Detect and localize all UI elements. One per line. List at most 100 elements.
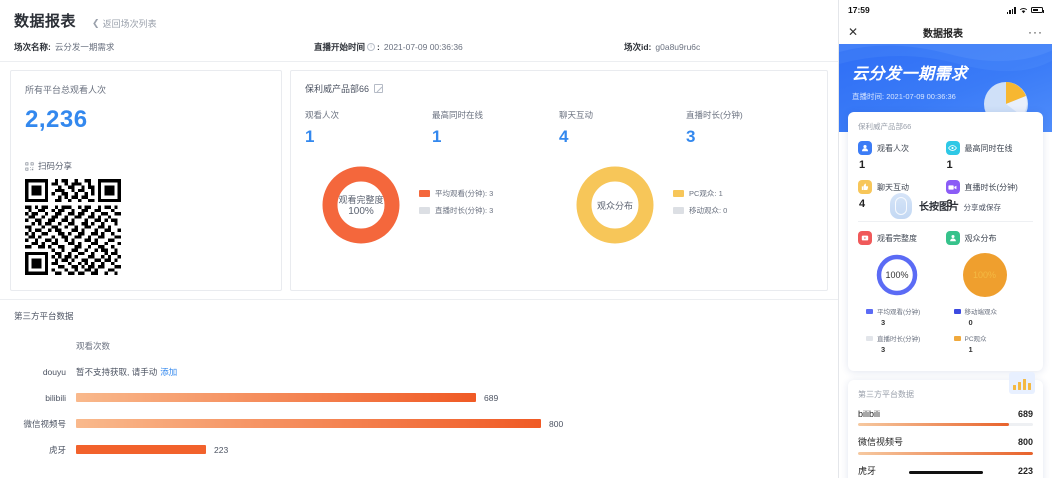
platform-bar	[76, 393, 476, 402]
third-party-section: 第三方平台数据 观看次数 douyu 暂不支持获取, 请手动 添加 bilibil…	[0, 299, 838, 456]
mobile-stat-views-value: 1	[859, 159, 866, 171]
status-time: 17:59	[848, 5, 870, 15]
back-link-label: 返回场次列表	[102, 19, 157, 29]
audience-donut-title: 观众分布	[596, 200, 633, 211]
mobile-completion-pct: 100%	[885, 270, 909, 280]
meta-start-time-label: 直播开始时间	[314, 42, 366, 52]
completion-donut-block: 观看完整度 100% 平均观看(分钟): 3 直播时长(分钟):	[305, 163, 559, 247]
edit-icon[interactable]	[374, 84, 384, 93]
platform-detail-card: 保利威产品部66 观看人次 1 最高同时在线 1 聊天互动 4	[290, 70, 828, 291]
platform-value: 689	[484, 392, 499, 403]
platform-bar-track	[858, 423, 1033, 426]
legend-value: 3	[881, 345, 886, 354]
divider	[858, 221, 1033, 222]
mobile-audience-legend: 移动端观众 0 PC观众 1	[953, 306, 998, 360]
meta-start-time: 直播开始时间 i : 2021-07-09 00:36:36	[314, 41, 624, 53]
hint-line-1: 长按图片	[919, 202, 960, 213]
platform-name: bilibili	[45, 392, 66, 403]
legend-swatch	[953, 335, 961, 341]
legend-label: 平均观看(分钟): 3	[435, 189, 494, 198]
meta-colon: :	[377, 42, 380, 52]
legend-swatch	[953, 308, 961, 314]
legend-value: 0	[968, 318, 973, 327]
stat-views-label: 观看人次	[305, 110, 340, 120]
list-item: 微信视频号 800	[858, 435, 1033, 455]
wifi-icon	[1019, 7, 1028, 13]
legend-item: PC观众: 1	[673, 188, 727, 199]
desktop-report-panel: 数据报表 ❮ 返回场次列表 场次名称: 云分发一期需求 直播开始时间 i : 2…	[0, 0, 838, 478]
qr-code-image	[25, 179, 121, 275]
legend-label: 平均观看(分钟)	[877, 309, 921, 316]
add-link[interactable]: 添加	[160, 366, 178, 377]
legend-item: 直播时长(分钟)	[866, 333, 920, 343]
platform-bar-wrap: 800	[76, 419, 563, 429]
platform-bar-wrap: 689	[76, 393, 498, 403]
platform-value: 223	[214, 444, 229, 455]
mobile-nav-title: 数据报表	[923, 28, 964, 40]
table-row: 微信视频号 800	[14, 417, 824, 430]
legend-item: 直播时长(分钟): 3	[419, 205, 493, 216]
audience-legend: PC观众: 1 移动观众: 0	[673, 188, 727, 222]
completion-legend: 平均观看(分钟): 3 直播时长(分钟): 3	[419, 188, 493, 222]
legend-label: 直播时长(分钟)	[877, 336, 921, 343]
third-party-col-header: 观看次数	[14, 340, 824, 352]
scan-share-row: 扫码分享	[25, 160, 267, 172]
legend-swatch	[673, 207, 684, 214]
status-indicators	[1006, 6, 1044, 14]
total-viewers-value: 2,236	[25, 106, 88, 133]
mobile-stat-chat: 聊天互动 4	[858, 180, 946, 210]
chevron-left-icon: ❮	[92, 18, 100, 28]
legend-swatch	[866, 335, 873, 341]
legend-label: 移动端观众	[964, 309, 998, 316]
meta-session-name-value: 云分发一期需求	[54, 42, 115, 52]
completion-donut-center: 观看完整度 100%	[319, 163, 403, 247]
legend-value: 3	[881, 318, 886, 327]
mobile-audience-block: 观众分布 100% 移动端观众 0	[945, 231, 1034, 360]
mobile-stat-duration: 直播时长(分钟) 3	[945, 180, 1034, 210]
eye-icon	[945, 141, 960, 155]
mobile-stat-peak-online: 最高同时在线 1	[945, 141, 1034, 171]
meta-session-id: 场次id: g0a8u9ru6c	[624, 41, 824, 53]
mobile-stat-duration-value: 3	[946, 198, 953, 210]
mobile-nav-bar: ✕ 数据报表 ···	[839, 20, 1052, 44]
platform-name: bilibili	[858, 409, 881, 419]
meta-session-name-label: 场次名称:	[14, 42, 51, 52]
page-header: 数据报表 ❮ 返回场次列表	[0, 0, 838, 37]
stat-views: 观看人次 1	[305, 109, 432, 147]
stat-peak-online-label: 最高同时在线	[432, 110, 484, 120]
hint-line-2: 分享或保存	[963, 203, 1001, 212]
legend-item: 移动端观众	[953, 306, 998, 316]
legend-label: PC观众: 1	[689, 189, 723, 198]
platform-value: 800	[1017, 437, 1033, 447]
more-options-icon[interactable]: ···	[1028, 25, 1043, 39]
mobile-audience-title: 观众分布	[964, 233, 997, 243]
legend-item: 平均观看(分钟): 3	[419, 188, 493, 199]
table-row: douyu 暂不支持获取, 请手动 添加	[14, 365, 824, 378]
fingerprint-icon	[890, 193, 913, 219]
list-item: bilibili 689	[858, 409, 1033, 426]
total-viewers-card: 所有平台总观看人次 2,236 扫码分享	[10, 70, 282, 291]
legend-value: 1	[968, 345, 973, 354]
page-title: 数据报表	[14, 13, 77, 30]
platform-note: 暂不支持获取, 请手动 添加	[76, 366, 177, 378]
meta-session-name: 场次名称: 云分发一期需求	[14, 41, 314, 53]
stat-duration: 直播时长(分钟) 3	[686, 109, 813, 147]
back-to-session-list-link[interactable]: ❮ 返回场次列表	[92, 17, 157, 30]
platform-value: 800	[549, 418, 564, 429]
audience-icon	[945, 231, 960, 245]
platform-value: 689	[1017, 409, 1033, 419]
table-row: bilibili 689	[14, 391, 824, 404]
info-icon[interactable]: i	[367, 43, 376, 51]
long-press-hint-text: 长按图片 分享或保存	[919, 197, 1001, 215]
qr-small-icon	[25, 161, 34, 171]
mobile-audience-pct: 100%	[972, 270, 997, 280]
platform-name: douyu	[42, 366, 66, 377]
total-viewers-label: 所有平台总观看人次	[25, 85, 107, 95]
platform-name: 微信视频号	[23, 418, 66, 429]
platform-name: 虎牙	[858, 466, 877, 476]
legend-item: 平均观看(分钟)	[866, 306, 920, 316]
meta-session-id-value: g0a8u9ru6c	[655, 42, 701, 52]
mobile-stat-peak-online-label: 最高同时在线	[964, 143, 1013, 153]
close-icon[interactable]: ✕	[848, 25, 859, 39]
